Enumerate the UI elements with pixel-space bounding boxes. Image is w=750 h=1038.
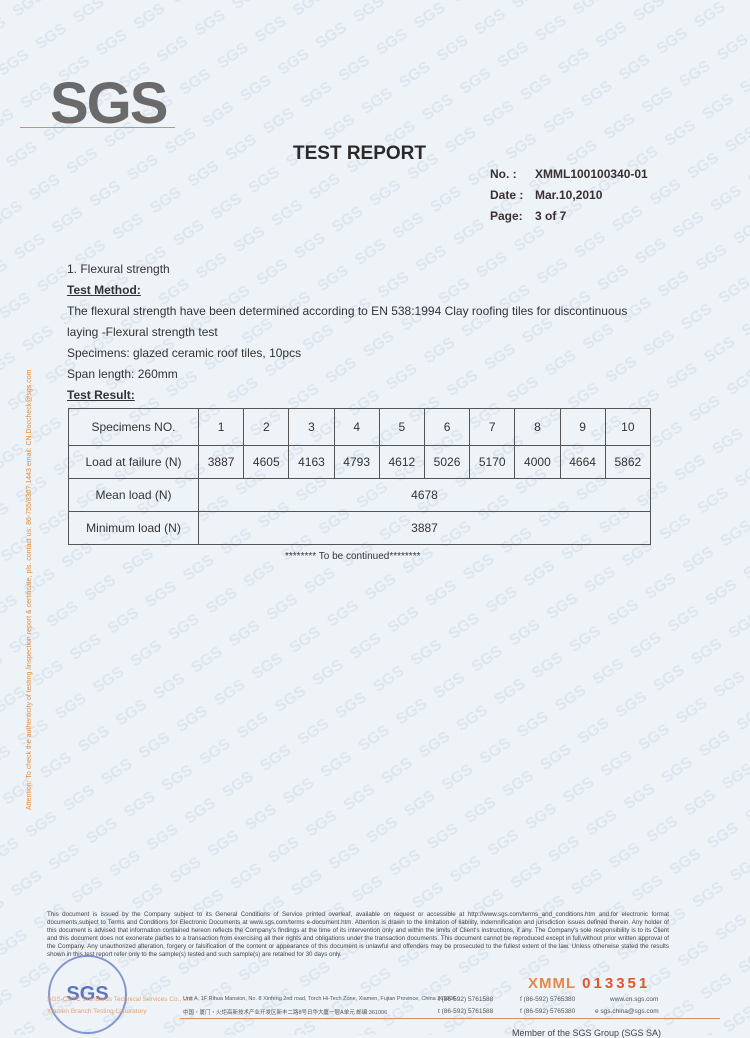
specimens-text: Specimens: glazed ceramic roof tiles, 10… xyxy=(67,346,302,360)
section-heading: 1. Flexural strength xyxy=(67,262,170,276)
authenticity-notice: Attention: To check the authenticity of … xyxy=(26,369,33,810)
specimen-cell: 10 xyxy=(604,408,652,446)
company-name-en: SGS-CSTC Standards Technical Services Co… xyxy=(47,996,194,1003)
email: e sgs.china@sgs.com xyxy=(595,1008,659,1015)
sgs-stamp: SGS xyxy=(48,955,127,1034)
min-value-cell: 3887 xyxy=(198,511,651,545)
results-table: Specimens NO. 1 2 3 4 5 6 7 8 9 10 Load … xyxy=(68,408,652,545)
address-en: Unit A, 1F Rihua Mansion, No. 8 Xinfeng … xyxy=(183,996,456,1002)
load-cell: 4163 xyxy=(288,445,335,479)
footer-divider xyxy=(180,1018,720,1019)
test-method-line2: laying -Flexural strength test xyxy=(67,325,218,339)
load-label-cell: Load at failure (N) xyxy=(68,445,199,479)
load-cell: 3887 xyxy=(197,445,245,479)
footer-disclaimer: This document is issued by the Company s… xyxy=(47,911,669,958)
test-method-label: Test Method: xyxy=(67,283,141,297)
specimen-cell: 3 xyxy=(288,408,335,446)
specimen-cell: 5 xyxy=(378,408,425,446)
member-note: Member of the SGS Group (SGS SA) xyxy=(512,1028,662,1038)
report-number: No. : XMML100100340-01 xyxy=(490,167,648,181)
load-cell: 4612 xyxy=(378,445,425,479)
header-cell: Specimens NO. xyxy=(68,408,199,446)
report-date: Date : Mar.10,2010 xyxy=(490,188,603,202)
specimen-cell: 4 xyxy=(333,408,380,446)
specimen-cell: 1 xyxy=(197,408,245,446)
load-cell: 5026 xyxy=(423,445,471,479)
specimen-cell: 2 xyxy=(243,408,290,446)
span-length-text: Span length: 260mm xyxy=(67,367,178,381)
load-cell: 5170 xyxy=(469,445,516,479)
tel-en: t (86-592) 5761588 xyxy=(438,996,494,1003)
fax-cn: f (86-592) 5765380 xyxy=(520,1008,576,1015)
fax-en: f (86-592) 5765380 xyxy=(520,996,576,1003)
serial-number: XMML 013351 xyxy=(528,975,651,992)
load-cell: 4605 xyxy=(243,445,290,479)
company-name-cn: Xiamen Branch Testing Laboratory xyxy=(47,1008,147,1015)
min-label-cell: Minimum load (N) xyxy=(68,511,199,545)
specimen-cell: 6 xyxy=(423,408,471,446)
stamp-text: SGS xyxy=(66,983,109,1005)
load-cell: 4664 xyxy=(559,445,606,479)
specimen-cell: 7 xyxy=(469,408,516,446)
tel-cn: t (86-592) 5761588 xyxy=(438,1008,494,1015)
specimen-cell: 9 xyxy=(559,408,606,446)
report-page: Page: 3 of 7 xyxy=(490,209,567,223)
table-row-minimum: Minimum load (N) 3887 xyxy=(68,511,651,545)
table-row-mean: Mean load (N) 4678 xyxy=(68,478,651,512)
load-cell: 4793 xyxy=(333,445,380,479)
test-method-line1: The flexural strength have been determin… xyxy=(67,304,628,318)
report-title: TEST REPORT xyxy=(293,143,427,164)
load-cell: 5862 xyxy=(604,445,652,479)
sgs-logo: SGS xyxy=(50,71,168,136)
test-result-label: Test Result: xyxy=(67,388,135,402)
specimen-cell: 8 xyxy=(514,408,561,446)
table-row-specimens: Specimens NO. 1 2 3 4 5 6 7 8 9 10 xyxy=(68,408,652,446)
table-row-load: Load at failure (N) 3887 4605 4163 4793 … xyxy=(68,445,652,479)
address-cn: 中国・厦门・火炬高新技术产业开发区新丰二路8号日华大厦一层A单元 邮编:3610… xyxy=(183,1010,388,1016)
load-cell: 4000 xyxy=(514,445,561,479)
website: www.cn.sgs.com xyxy=(610,996,659,1003)
mean-value-cell: 4678 xyxy=(198,478,651,512)
logo-divider xyxy=(20,127,175,128)
continued-note: ******** To be continued******** xyxy=(285,551,421,562)
mean-label-cell: Mean load (N) xyxy=(68,478,199,512)
